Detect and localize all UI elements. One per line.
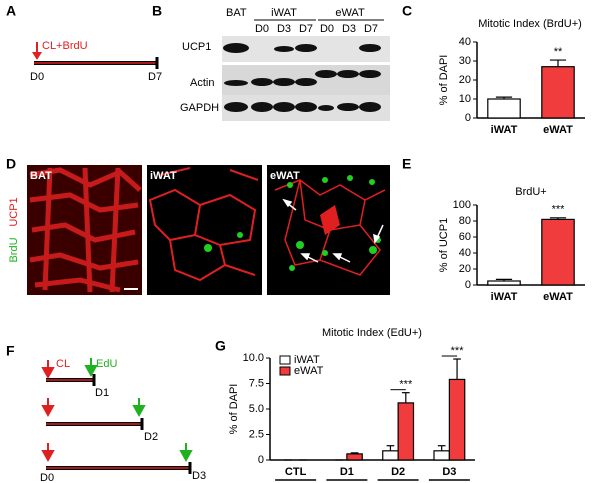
- significance: ***: [451, 345, 465, 357]
- day-label: D0: [30, 71, 44, 83]
- legend-swatch: [279, 366, 291, 376]
- panel-letter: A: [6, 3, 16, 19]
- tissue-label: iWAT: [271, 7, 297, 19]
- day-label: D0: [320, 23, 334, 35]
- treatment-label: CL+BrdU: [42, 40, 88, 52]
- row-label: UCP1: [182, 41, 211, 53]
- y-tick-label: 0: [465, 112, 471, 124]
- tissue-label: BAT: [226, 7, 247, 19]
- timeline-f: CL EdU D1 D2 D3 D0: [40, 358, 206, 483]
- y-axis-label: % of UCP1: [438, 218, 450, 272]
- panel-letter: G: [215, 338, 226, 354]
- y-tick-label: 7.5: [249, 377, 264, 389]
- day-label: D7: [364, 23, 378, 35]
- image-label: iWAT: [150, 170, 177, 182]
- image-label: BAT: [30, 170, 52, 182]
- chart-title: Mitotic Index (BrdU+): [478, 18, 582, 30]
- row-label: GAPDH: [180, 102, 219, 114]
- x-tick-label: iWAT: [491, 124, 518, 136]
- significance: ***: [399, 379, 413, 391]
- tissue-label: eWAT: [335, 7, 365, 19]
- bar: [541, 218, 575, 286]
- y-tick-label: 5.0: [249, 403, 264, 415]
- bar: [397, 402, 415, 461]
- y-axis-label: % of DAPI: [228, 384, 240, 435]
- y-tick-label: 100: [453, 199, 471, 211]
- edu-label: EdU: [96, 358, 117, 370]
- x-tick-label: CTL: [285, 466, 307, 478]
- bar: [448, 378, 466, 461]
- x-tick-label: eWAT: [543, 124, 573, 136]
- day-label: D0: [40, 472, 54, 483]
- y-tick-label: 0: [465, 279, 471, 291]
- bar: [541, 66, 575, 119]
- y-axis-label: % of DAPI: [438, 55, 450, 106]
- legend-swatch: [279, 355, 291, 365]
- row-label: Actin: [190, 77, 214, 89]
- day-label: D2: [144, 431, 158, 443]
- x-tick-label: D1: [340, 466, 354, 478]
- legend-label: eWAT: [294, 365, 324, 377]
- legend-label: iWAT: [294, 354, 320, 366]
- stain-label: UCP1: [8, 197, 20, 226]
- y-tick-label: 2.5: [249, 428, 264, 440]
- x-tick-label: iWAT: [491, 291, 518, 303]
- significance: ***: [552, 204, 566, 216]
- bar: [346, 453, 363, 461]
- x-tick-label: D2: [391, 466, 405, 478]
- x-tick-label: D3: [442, 466, 456, 478]
- panel-letter: E: [402, 156, 411, 172]
- y-tick-label: 30: [459, 55, 471, 67]
- day-label: D1: [95, 387, 109, 399]
- bar: [487, 280, 521, 286]
- bar: [433, 450, 450, 461]
- y-tick-label: 10.0: [243, 352, 264, 364]
- day-label: D0: [255, 23, 269, 35]
- y-tick-label: 40: [459, 36, 471, 48]
- panel-letter: C: [402, 3, 412, 19]
- stain-label: BrdU: [8, 237, 20, 262]
- microscopy: BAT iWAT eWAT BrdU UCP1: [8, 165, 390, 295]
- chart-title: Mitotic Index (EdU+): [322, 327, 422, 339]
- day-label: D7: [148, 71, 162, 83]
- day-label: D3: [277, 23, 291, 35]
- day-label: D3: [342, 23, 356, 35]
- y-tick-label: 0: [258, 454, 264, 466]
- y-tick-label: 20: [459, 74, 471, 86]
- y-tick-label: 80: [459, 215, 471, 227]
- panel-letter: D: [6, 156, 16, 172]
- timeline-a: CL+BrdU D0 D7: [30, 40, 162, 83]
- western-blot: BAT iWAT eWAT D0 D3 D7 D0 D3 D7 UCP1 Act…: [180, 7, 390, 121]
- significance: **: [554, 46, 563, 58]
- x-tick-label: eWAT: [543, 291, 573, 303]
- chart-title: BrdU+: [515, 186, 547, 198]
- y-tick-label: 40: [459, 247, 471, 259]
- treatment-label: CL: [56, 358, 70, 370]
- panel-letter: B: [152, 3, 162, 19]
- y-tick-label: 20: [459, 263, 471, 275]
- day-label: D7: [299, 23, 313, 35]
- day-label: D3: [192, 470, 206, 482]
- panel-letter: F: [6, 343, 15, 359]
- y-tick-label: 60: [459, 231, 471, 243]
- bar: [382, 450, 399, 461]
- bar: [487, 98, 521, 119]
- y-tick-label: 10: [459, 93, 471, 105]
- image-label: eWAT: [270, 170, 300, 182]
